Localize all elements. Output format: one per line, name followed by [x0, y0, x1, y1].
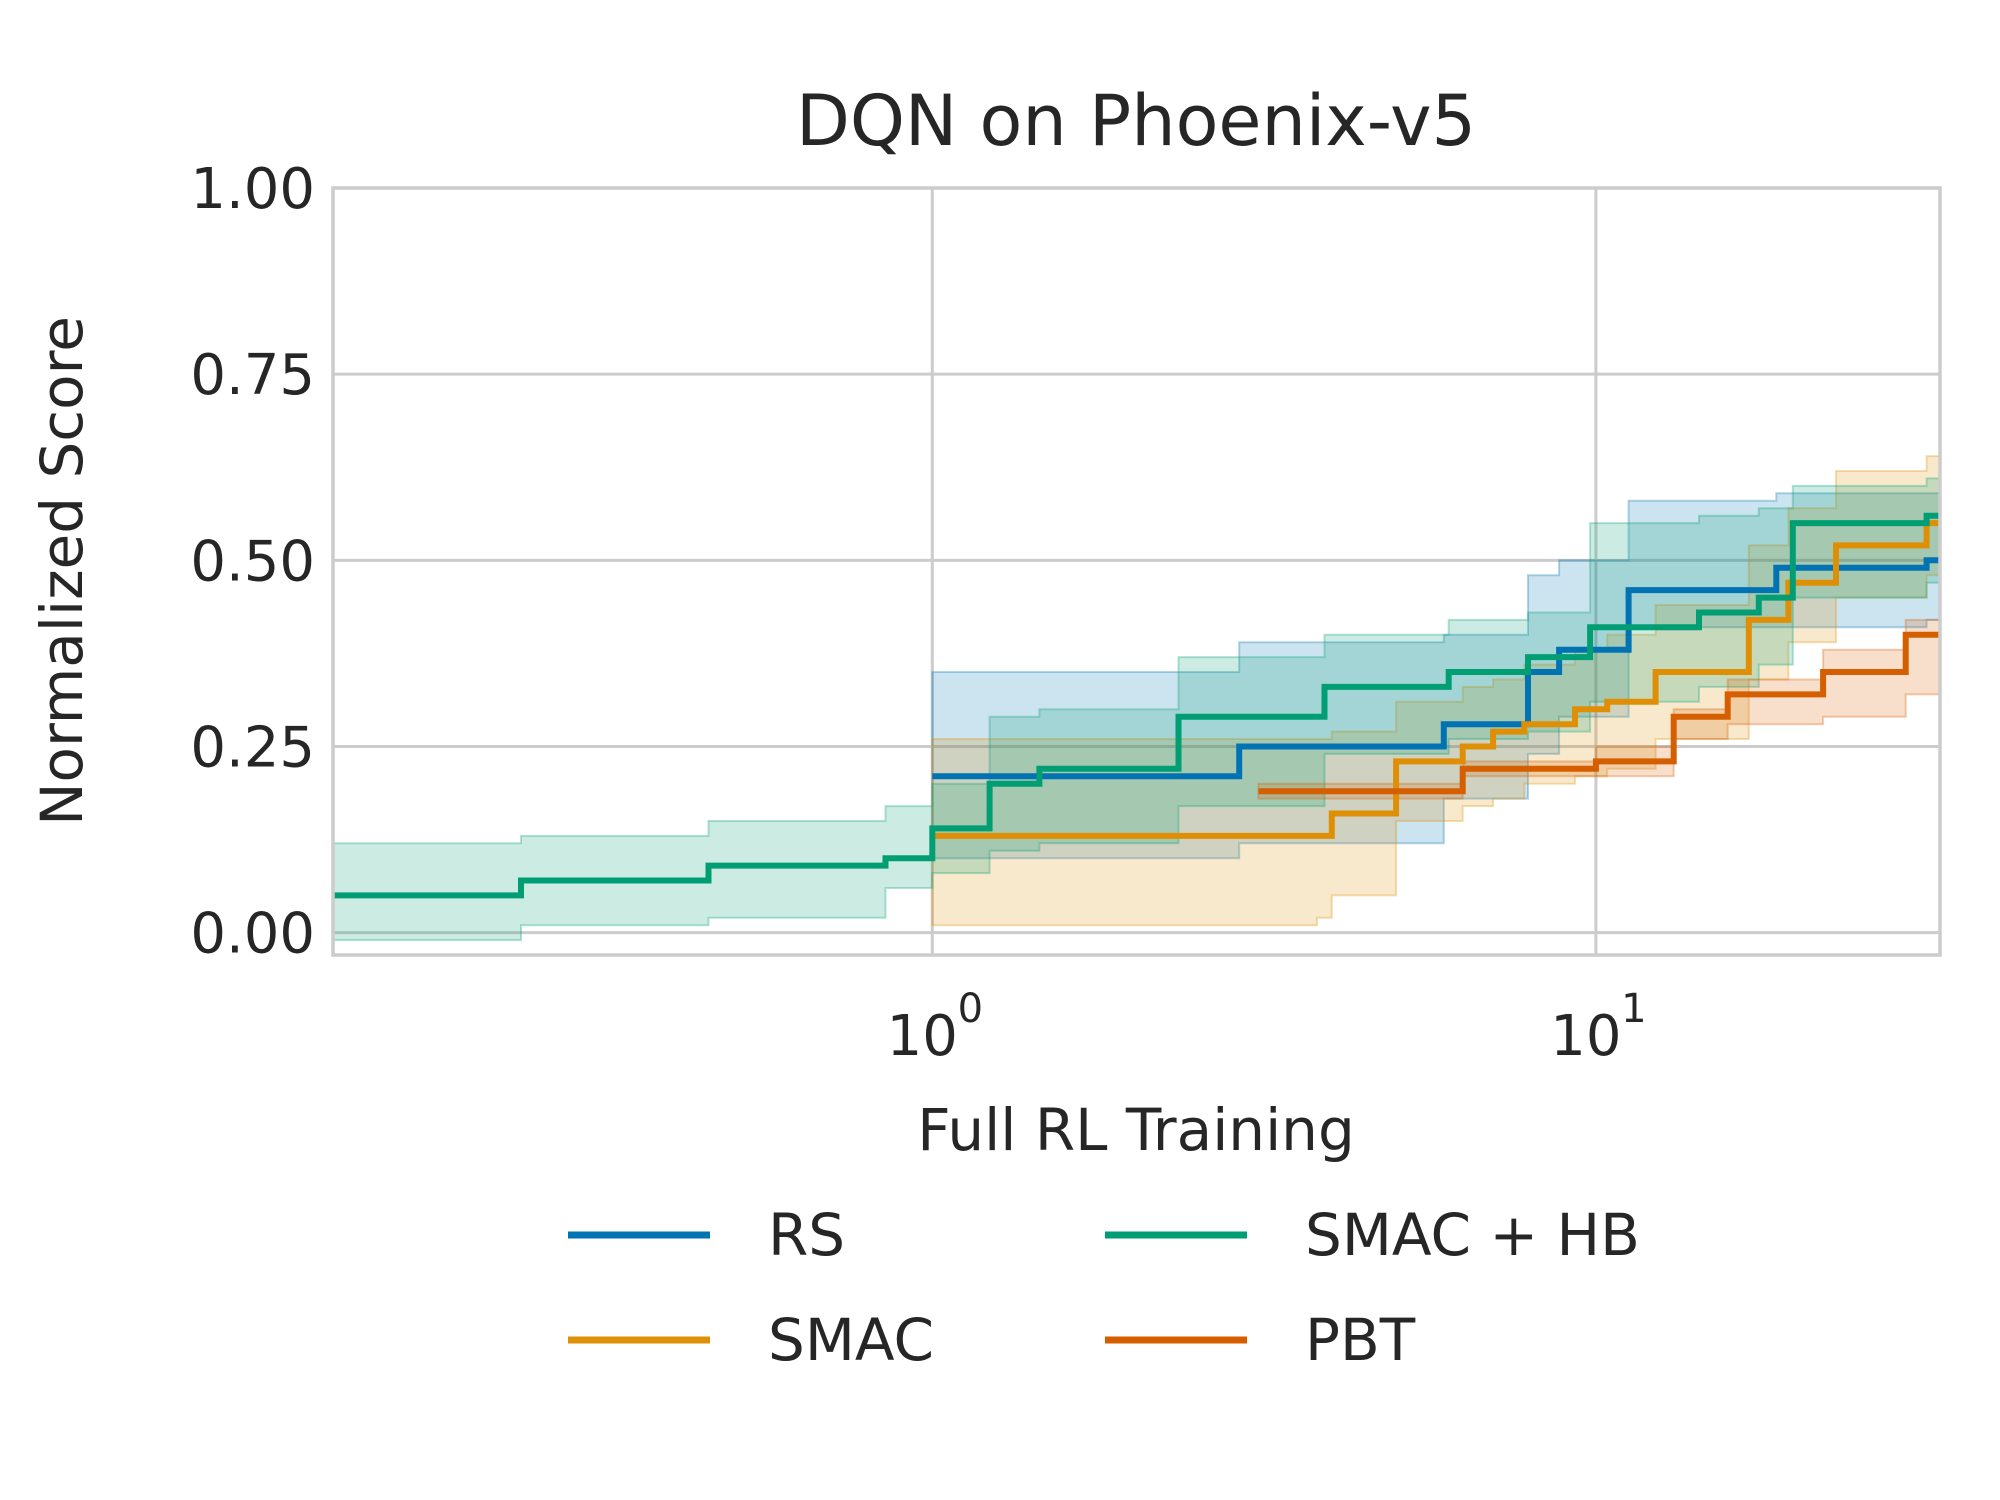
legend-label-smac-hb: SMAC + HB	[1305, 1201, 1640, 1269]
y-axis-label: Normalized Score	[28, 316, 96, 826]
y-tick-label: 0.50	[190, 529, 315, 594]
series-line-pbt	[1258, 631, 1940, 795]
x-axis-label: Full RL Training	[917, 1096, 1355, 1164]
legend-label-pbt: PBT	[1305, 1306, 1416, 1374]
x-tick-label: 10	[1550, 1004, 1621, 1069]
y-tick-label: 0.25	[190, 715, 315, 780]
x-tick-exponent: 1	[1621, 986, 1646, 1032]
series-lines	[333, 512, 1940, 899]
y-tick-label: 1.00	[190, 157, 315, 222]
legend: RS SMAC + HB SMAC PBT	[568, 1201, 1640, 1374]
confidence-bands	[333, 455, 1940, 942]
chart-title: DQN on Phoenix-v5	[796, 80, 1476, 162]
legend-label-smac: SMAC	[768, 1306, 934, 1374]
series-line-rs	[932, 557, 1940, 780]
plot-frame	[331, 186, 1942, 957]
series-line-smac-hb	[333, 512, 1940, 899]
x-tick-exponent: 0	[958, 986, 983, 1032]
y-tick-label: 0.75	[190, 343, 315, 408]
band-rs	[931, 492, 1940, 860]
y-tick-label: 0.00	[190, 902, 315, 967]
legend-label-rs: RS	[768, 1201, 845, 1269]
x-tick-label: 10	[887, 1004, 958, 1069]
series-line-smac	[932, 520, 1940, 839]
band-smac	[931, 455, 1940, 927]
y-axis-ticks: 0.00 0.25 0.50 0.75 1.00	[190, 157, 315, 967]
x-axis-ticks: 10 0 10 1	[887, 986, 1647, 1069]
band-smac-hb	[333, 477, 1940, 942]
